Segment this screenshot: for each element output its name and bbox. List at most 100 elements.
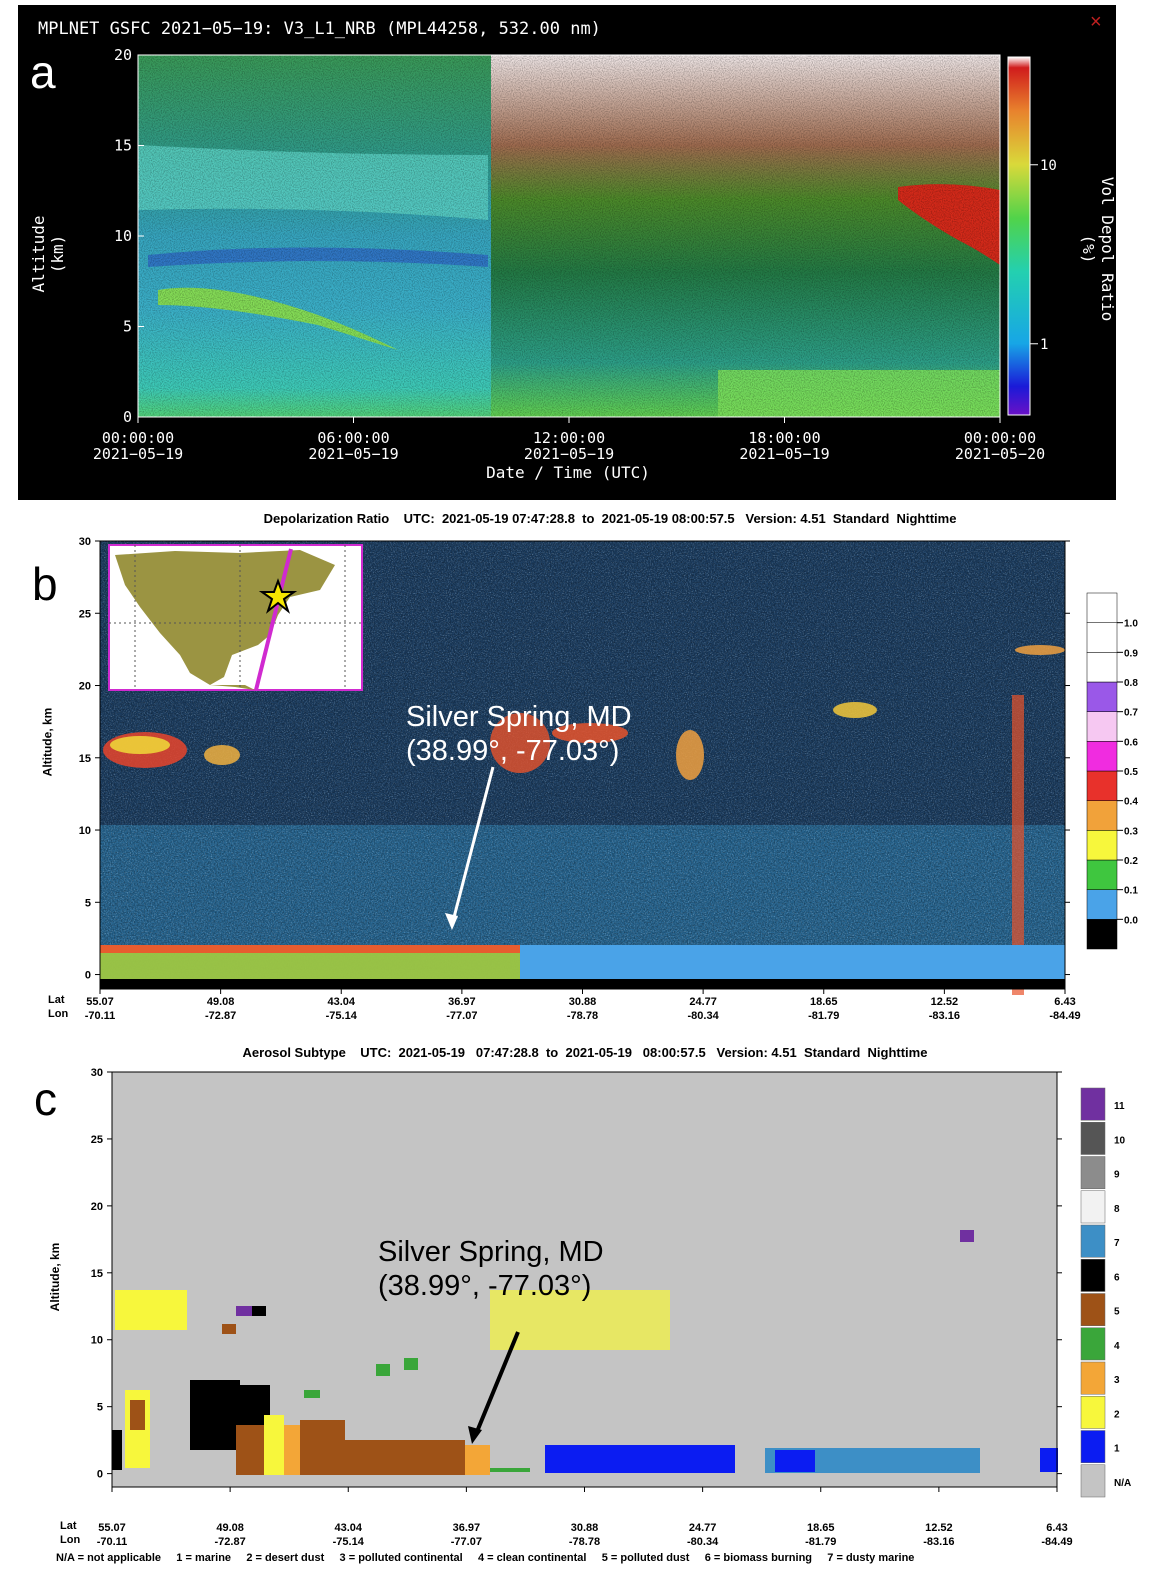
- panel-c-marine: [775, 1450, 815, 1472]
- panel-c-x-tick-lat: 43.04: [334, 1522, 362, 1534]
- panel-c-x-tick-lat: 55.07: [98, 1522, 126, 1534]
- panel-c-polluted-dust: [236, 1425, 264, 1475]
- panel-c-clean-continental: [376, 1364, 390, 1376]
- panel-c-colorbar-swatch: [1080, 1224, 1106, 1258]
- panel-c-marine: [1040, 1448, 1058, 1472]
- panel-b-x-tick-lon: -70.11: [85, 1010, 116, 1022]
- panel-c-x-tick-lat: 30.88: [571, 1522, 599, 1534]
- panel-c-label: c: [34, 1073, 57, 1125]
- panel-a-x-tick-date: 2021−05−19: [93, 445, 183, 463]
- panel-b-arrow-head: [445, 913, 458, 930]
- panel-a-colorbar: [1007, 56, 1031, 416]
- panel-b-inset-map: [108, 544, 363, 691]
- panel-c-polluted-continental: [465, 1445, 490, 1475]
- panel-a-x-tick-time: 18:00:00: [748, 429, 820, 447]
- panel-b-colorbar-tick-label: 0.3: [1124, 826, 1138, 837]
- panel-b-colorbar-tick-label: 0.1: [1124, 886, 1138, 897]
- panel-c-clean-continental: [304, 1390, 320, 1398]
- panel-b-x-tick-lon: -77.07: [446, 1010, 477, 1022]
- panel-c-x-tick-lat: 18.65: [807, 1522, 835, 1534]
- panel-c-colorbar-swatch: [1080, 1327, 1106, 1361]
- panel-c-y-tick-label: 0: [97, 1469, 103, 1481]
- panel-c-clean-continental: [490, 1468, 530, 1472]
- panel-b-central-america: [210, 685, 255, 690]
- panel-c-polluted-continental: [284, 1425, 302, 1475]
- panel-c-x-tick-lat: 12.52: [925, 1522, 953, 1534]
- panel-b-x-tick-lat: 49.08: [207, 996, 235, 1008]
- panel-b-boundary-layer-base: [100, 953, 520, 979]
- panel-c-x-ticks: 55.07 -70.11 49.08 -72.87 43.04 -75.14 36.97 -7…: [97, 1487, 1073, 1548]
- panel-c-colorbar-label: 4: [1114, 1341, 1120, 1352]
- panel-b-svg: 0 5 10 15 20 25 30 55.07 -70.11 49.08 -72.87 43.04…: [79, 536, 1139, 1022]
- panel-b-y-tick-label: 15: [79, 753, 91, 765]
- panel-c-y-tick-label: 20: [91, 1201, 103, 1213]
- panel-b-cloud: [204, 745, 240, 765]
- panel-c-y-tick-label: 15: [91, 1268, 103, 1280]
- panel-b-convective-column: [1012, 695, 1024, 995]
- panel-b-x-tick-lon: -84.49: [1049, 1010, 1080, 1022]
- panel-b-satellite-track: [254, 548, 293, 691]
- panel-b-colorbar-swatch: [1086, 711, 1118, 742]
- panel-b-annotation-line2: (38.99°, -77.03°): [406, 735, 620, 767]
- panel-c-y-ticks: 0 5 10 15 20 25 30: [91, 1067, 1062, 1481]
- panel-a-label: a: [30, 46, 56, 98]
- panel-c-title: Aerosol Subtype UTC: 2021-05-19 07:47:28…: [242, 1045, 928, 1060]
- panel-c-dust-layer: [490, 1290, 670, 1350]
- panel-b-colorbar-tick-label: 1.0: [1124, 619, 1138, 630]
- panel-b-x-tick-lon: -80.34: [688, 1010, 720, 1022]
- panel-a-x-tick-date: 2021−05−19: [308, 445, 398, 463]
- panel-b-x-tick-lon: -78.78: [567, 1010, 598, 1022]
- panel-b-colorbar-swatch: [1086, 681, 1118, 712]
- panel-b-cloud: [833, 702, 877, 718]
- panel-c-colorbar-label: 9: [1114, 1170, 1120, 1181]
- close-icon[interactable]: ×: [1090, 11, 1102, 33]
- panel-c-polluted-dust: [222, 1324, 236, 1334]
- panel-c-colorbar-label: 11: [1114, 1101, 1125, 1112]
- panel-b-y-tick-label: 30: [79, 536, 91, 548]
- panel-a-y-tick-label: 10: [114, 227, 132, 245]
- panel-b-colorbar-swatch: [1086, 800, 1118, 831]
- panel-c-y-tick-label: 10: [91, 1335, 103, 1347]
- panel-c-subtype-11: [960, 1230, 974, 1242]
- panel-a-x-tick-time: 00:00:00: [964, 429, 1036, 447]
- panel-c-dust-layer: [115, 1290, 187, 1330]
- panel-c-colorbar-swatch: [1080, 1361, 1106, 1395]
- panel-b-colorbar-swatch: [1086, 889, 1118, 920]
- panel-c-colorbar-swatch: [1080, 1430, 1106, 1463]
- panel-b-colorbar-tick-label: 0.9: [1124, 648, 1138, 659]
- panel-b-lon-label: Lon: [48, 1008, 69, 1020]
- panel-c-x-tick-lon: -72.87: [215, 1536, 246, 1548]
- panel-c-x-tick-lon: -70.11: [97, 1536, 128, 1548]
- panel-b-y-tick-label: 5: [85, 897, 91, 909]
- panel-c-colorbar-label: 6: [1114, 1272, 1120, 1283]
- panel-b-title: Depolarization Ratio UTC: 2021-05-19 07:…: [263, 511, 957, 526]
- panel-b-y-axis-label: Altitude, km: [40, 707, 55, 777]
- panel-c-colorbar-label: 10: [1114, 1135, 1126, 1146]
- panel-a-noise: [138, 55, 1000, 417]
- panel-a-x-ticks: 00:00:002021−05−1906:00:002021−05−1912:0…: [93, 417, 1045, 463]
- panel-b-y-tick-label: 10: [79, 825, 91, 837]
- panel-c-x-tick-lon: -81.79: [805, 1536, 836, 1548]
- panel-b-x-tick-lat: 18.65: [810, 996, 838, 1008]
- panel-c-lon-label: Lon: [60, 1534, 81, 1546]
- panel-a-y-tick-label: 5: [123, 318, 132, 336]
- panel-c-colorbar-swatch: [1080, 1190, 1106, 1224]
- panel-b-x-tick-lat: 55.07: [86, 996, 114, 1008]
- panel-a-title: MPLNET GSFC 2021−05−19: V3_L1_NRB (MPL44…: [38, 19, 601, 39]
- panel-c-marine: [545, 1445, 735, 1473]
- panel-b-x-tick-lat: 36.97: [448, 996, 476, 1008]
- panel-c-colorbar-swatch: [1080, 1464, 1106, 1498]
- panel-c-y-tick-label: 25: [91, 1134, 103, 1146]
- panel-b-colorbar-swatch: [1086, 741, 1118, 772]
- panel-b-annotation-arrow: [450, 766, 495, 926]
- panel-b-surface: [100, 979, 1065, 989]
- panel-c-x-tick-lat: 24.77: [689, 1522, 717, 1534]
- panel-c-polluted-dust: [345, 1440, 465, 1475]
- panel-c-colorbar-label: 7: [1114, 1238, 1120, 1249]
- panel-b-x-tick-lat: 43.04: [327, 996, 355, 1008]
- panel-a-y-ticks: 0 5 10 15 20: [114, 46, 144, 426]
- panel-b-y-tick-label: 25: [79, 608, 91, 620]
- panel-b-colorbar-swatch: [1086, 622, 1118, 653]
- panel-a-colorbar-tick-label: 10: [1040, 158, 1057, 174]
